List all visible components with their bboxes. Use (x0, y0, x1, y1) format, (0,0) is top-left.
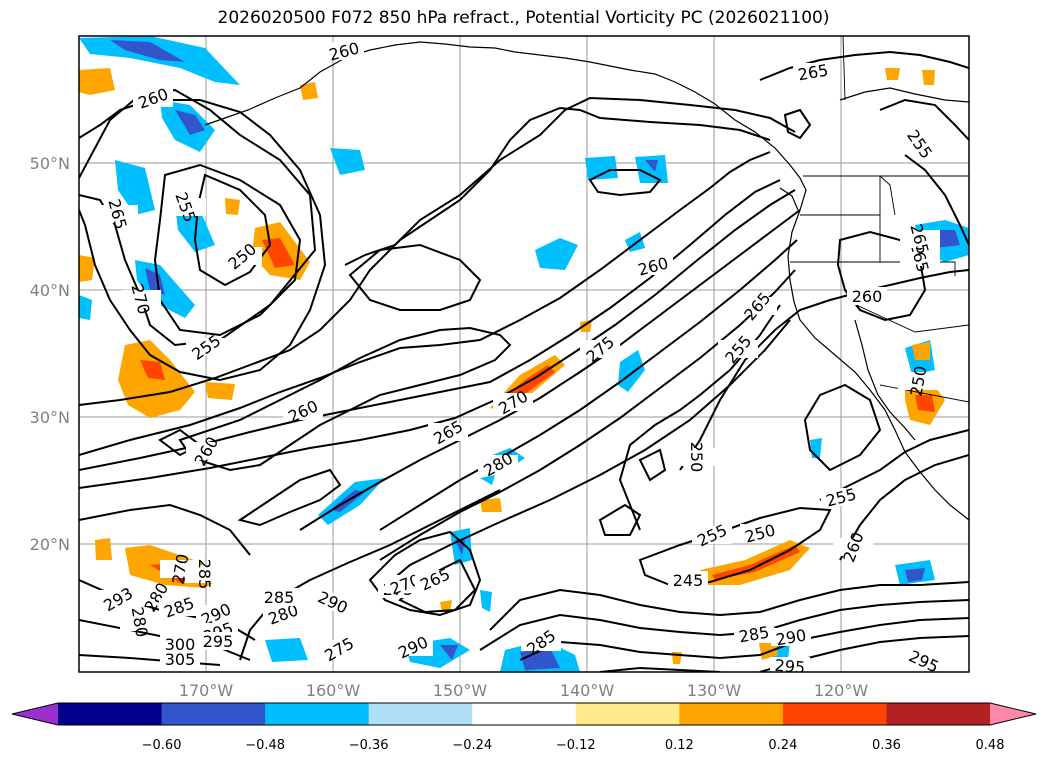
lat-label: 40°N (30, 281, 70, 300)
colorbar-tick-label: −0.12 (556, 738, 596, 753)
lon-label: 150°W (433, 681, 488, 700)
colorbar-tick-label: −0.48 (245, 738, 285, 753)
coastlines (204, 41, 969, 521)
lon-label: 130°W (687, 681, 742, 700)
contour-label: 300 (165, 635, 196, 654)
colorbar-swatch (782, 703, 887, 725)
lon-label: 170°W (179, 681, 234, 700)
colorbar-tick-label: 0.48 (976, 738, 1005, 753)
colorbar-swatch (368, 703, 473, 725)
map-background (79, 36, 969, 672)
colorbar-tick-label: −0.60 (142, 738, 182, 753)
lat-axis: 50°N 40°N 30°N 20°N (30, 154, 70, 554)
colorbar-swatch (58, 703, 163, 725)
colorbar-tick-label: −0.36 (349, 738, 389, 753)
colorbar-swatch (472, 703, 577, 725)
lon-axis: 170°W 160°W 150°W 140°W 130°W 120°W (179, 681, 869, 700)
colorbar-swatch (161, 703, 266, 725)
colorbar-tick-label: 0.12 (665, 738, 694, 753)
colorbar: −0.60 −0.48 −0.36 −0.24 −0.12 0.12 0.24 0.36 0.4… (11, 702, 1037, 753)
colorbar-tick-label: 0.36 (872, 738, 901, 753)
colorbar-tick-label: 0.24 (768, 738, 797, 753)
map-title: 2026020500 F072 850 hPa refract., Potent… (217, 8, 830, 28)
colorbar-extend-high (990, 703, 1036, 725)
map-frame (78, 35, 970, 673)
lat-label: 20°N (30, 535, 70, 554)
colorbar-swatch (886, 703, 991, 725)
colorbar-ticks: −0.60 −0.48 −0.36 −0.24 −0.12 0.12 0.24 0.36 0.4… (142, 738, 1005, 753)
lat-label: 30°N (30, 408, 70, 427)
contour-label: 285 (195, 559, 214, 590)
colorbar-outline (11, 702, 1037, 726)
map-panel: 260 265 260 255 265 250 270 255 255 260 … (78, 35, 970, 678)
contour-label: 260 (852, 287, 883, 306)
contour-label: 295 (774, 656, 806, 678)
contour-label: 245 (673, 571, 704, 590)
colorbar-swatch (679, 703, 784, 725)
lon-label: 160°W (306, 681, 361, 700)
colorbar-swatch (575, 703, 680, 725)
lon-label: 120°W (814, 681, 869, 700)
colorbar-extend-low (12, 703, 58, 725)
lon-label: 140°W (560, 681, 615, 700)
colorbar-swatches (12, 703, 1036, 725)
colorbar-swatch (265, 703, 370, 725)
lat-label: 50°N (30, 154, 70, 173)
contour-label: 305 (165, 650, 196, 669)
contour-label: 285 (264, 588, 295, 607)
contour-label: 250 (687, 442, 706, 473)
colorbar-tick-label: −0.24 (452, 738, 492, 753)
contour-label: 295 (203, 632, 234, 651)
